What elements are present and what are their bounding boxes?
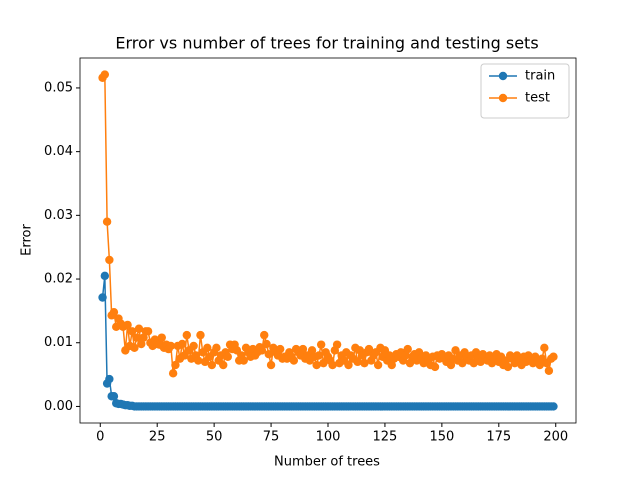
- data-point: [98, 293, 107, 302]
- data-point: [446, 360, 456, 370]
- data-point: [405, 358, 415, 368]
- data-point: [168, 369, 178, 378]
- data-point: [353, 357, 362, 367]
- data-point: [207, 360, 217, 370]
- data-point: [196, 330, 205, 340]
- data-point: [319, 358, 328, 368]
- data-point: [143, 327, 153, 336]
- data-point: [544, 366, 554, 375]
- y-tick-label: 0.02: [44, 272, 73, 287]
- data-point: [360, 358, 369, 368]
- data-point: [332, 340, 342, 349]
- data-point: [260, 330, 269, 340]
- data-point: [535, 360, 544, 370]
- data-point: [178, 339, 187, 349]
- data-point: [344, 360, 353, 370]
- legend-label: train: [525, 69, 555, 84]
- data-point: [100, 271, 110, 281]
- y-tick-label: 0.00: [44, 399, 73, 414]
- data-point: [182, 330, 192, 340]
- y-tick-label: 0.01: [44, 335, 73, 350]
- chart-title: Error vs number of trees for training an…: [115, 34, 538, 53]
- data-point: [289, 356, 299, 365]
- data-point: [266, 360, 276, 370]
- data-point: [257, 346, 267, 355]
- x-tick-label: 0: [96, 430, 104, 445]
- data-point: [166, 341, 176, 351]
- legend-marker: [498, 71, 508, 81]
- data-point: [471, 348, 481, 357]
- x-tick-label: 25: [149, 430, 166, 445]
- data-point: [275, 344, 285, 354]
- data-point: [373, 360, 383, 370]
- data-point: [127, 327, 137, 336]
- data-point: [540, 343, 549, 353]
- data-point: [102, 217, 112, 226]
- data-point: [219, 360, 228, 370]
- legend-label: test: [525, 91, 550, 106]
- data-point: [549, 352, 558, 361]
- x-axis-label: Number of trees: [274, 455, 380, 470]
- data-point: [503, 362, 513, 372]
- data-point: [403, 344, 412, 354]
- x-tick-label: 75: [263, 430, 280, 445]
- data-point: [139, 333, 148, 342]
- data-point: [193, 356, 203, 365]
- data-point: [262, 339, 271, 349]
- data-point: [549, 402, 558, 411]
- data-point: [312, 360, 321, 370]
- y-axis-label: Error: [20, 224, 35, 256]
- x-tick-label: 175: [486, 430, 511, 445]
- x-tick-label: 150: [429, 430, 454, 445]
- data-point: [458, 358, 467, 368]
- data-point: [100, 70, 110, 79]
- data-point: [105, 374, 114, 384]
- y-tick-label: 0.04: [44, 144, 73, 159]
- data-point: [316, 340, 326, 349]
- data-point: [137, 339, 146, 349]
- data-point: [264, 350, 273, 359]
- y-tick-label: 0.05: [44, 80, 73, 95]
- data-point: [328, 360, 337, 370]
- legend: train test: [480, 63, 570, 119]
- x-tick-label: 50: [206, 430, 223, 445]
- x-tick-label: 100: [316, 430, 341, 445]
- data-point: [401, 351, 410, 360]
- data-point: [307, 346, 317, 355]
- data-point: [414, 348, 424, 357]
- data-point: [430, 362, 440, 372]
- data-point: [189, 341, 198, 351]
- data-point: [298, 344, 308, 354]
- y-tick-label: 0.03: [44, 208, 73, 223]
- data-point: [132, 333, 141, 342]
- data-point: [239, 356, 248, 365]
- data-point: [387, 360, 396, 370]
- plot-frame: [79, 57, 577, 424]
- data-point: [171, 360, 180, 370]
- data-point: [157, 333, 166, 342]
- x-tick-label: 200: [543, 430, 568, 445]
- data-point: [203, 343, 212, 353]
- data-point: [314, 351, 324, 360]
- data-point: [134, 324, 144, 333]
- data-point: [364, 344, 374, 354]
- x-tick-label: 125: [373, 430, 398, 445]
- data-point: [109, 307, 119, 317]
- data-point: [123, 320, 132, 330]
- data-point: [130, 343, 139, 353]
- legend-marker: [498, 93, 508, 103]
- data-point: [105, 255, 114, 265]
- data-point: [109, 392, 119, 401]
- data-point: [223, 352, 232, 361]
- data-point: [212, 343, 221, 353]
